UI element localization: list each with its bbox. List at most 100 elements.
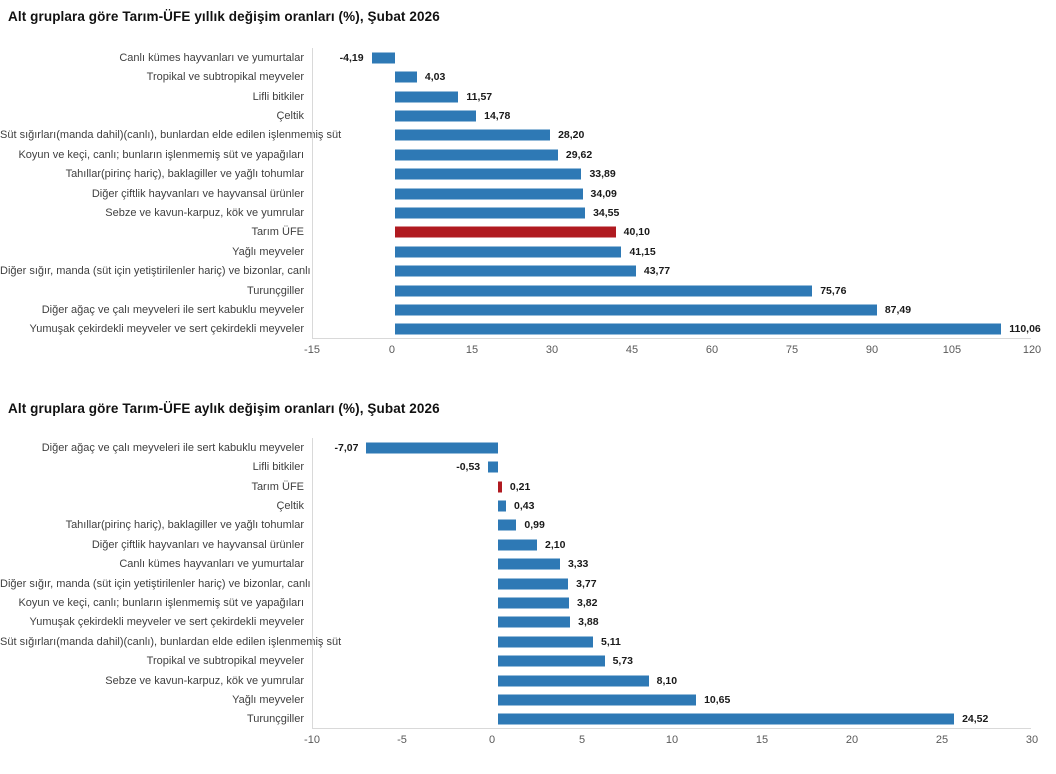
category-label: Lifli bitkiler [252,461,304,474]
axis-tick-label: 0 [388,344,396,356]
bar-row: Süt sığırları(manda dahil)(canlı), bunla… [0,632,1056,651]
bar-row: Süt sığırları(manda dahil)(canlı), bunla… [0,126,1056,145]
category-label: Süt sığırları(manda dahil)(canlı), bunla… [0,129,342,142]
value-label: 10,65 [704,693,731,706]
value-label: 14,78 [484,109,511,122]
bar-track: 34,09 [312,184,1056,203]
bar [371,52,395,64]
bar [498,694,697,706]
category-label: Yağlı meyveler [232,245,304,258]
annual-chart-title: Alt gruplara göre Tarım-ÜFE yıllık değiş… [8,9,440,24]
bar-track: 8,10 [312,671,1056,690]
bar-track: 4,03 [312,67,1056,86]
bar [394,129,551,141]
bar-row: Tarım ÜFE 40,10 [0,223,1056,242]
bar-track: 24,52 [312,710,1056,729]
category-label: Süt sığırları(manda dahil)(canlı), bunla… [0,635,342,648]
axis-tick-label: -5 [397,734,407,746]
value-label: 2,10 [545,538,566,551]
value-label: 28,20 [558,129,585,142]
category-label: Diğer çiftlik hayvanları ve hayvansal ür… [91,538,304,551]
value-label: 5,73 [612,655,633,668]
bar-track: 3,33 [312,554,1056,573]
axis-tick-label: 10 [665,734,679,746]
monthly-chart-plot-area: Diğer ağaç ve çalı meyveleri ile sert ka… [0,438,1056,729]
annual-chart-plot-area: Canlı kümes hayvanları ve yumurtalar -4,1… [0,48,1056,339]
category-label: Sebze ve kavun-karpuz, kök ve yumrular [105,206,304,219]
bar-track: 41,15 [312,242,1056,261]
bar [394,149,558,161]
bar-row: Tahıllar(pirinç hariç), baklagiller ve y… [0,516,1056,535]
bar-row: Koyun ve keçi, canlı; bunların işlenmemi… [0,593,1056,612]
axis-tick-label: 30 [545,344,559,356]
bar-row: Koyun ve keçi, canlı; bunların işlenmemi… [0,145,1056,164]
bar-track: 33,89 [312,164,1056,183]
category-label: Sebze ve kavun-karpuz, kök ve yumrular [105,674,304,687]
bar-row: Canlı kümes hayvanları ve yumurtalar -4,1… [0,48,1056,67]
bar-row: Diğer sığır, manda (süt için yetiştirile… [0,574,1056,593]
axis-tick-label: 15 [755,734,769,746]
bar-track: 10,65 [312,690,1056,709]
bar [498,558,560,570]
value-label: 41,15 [629,245,656,258]
axis-tick-label: -15 [304,344,320,356]
category-label: Turunçgiller [246,284,304,297]
bar-row: Tahıllar(pirinç hariç), baklagiller ve y… [0,164,1056,183]
bar-track: 110,06 [312,320,1056,339]
bar [498,655,605,667]
bar-track: 3,88 [312,613,1056,632]
value-label: -7,07 [334,441,359,454]
axis-tick-label: 75 [785,344,799,356]
value-label: 33,89 [589,168,616,181]
bar-row: Canlı kümes hayvanları ve yumurtalar 3,33 [0,554,1056,573]
bar-track: 40,10 [312,223,1056,242]
bar-track: 28,20 [312,126,1056,145]
bar-row: Lifli bitkiler -0,53 [0,457,1056,476]
bar [366,442,498,454]
value-label: 3,77 [576,577,597,590]
category-label: Tahıllar(pirinç hariç), baklagiller ve y… [65,168,304,181]
category-label: Diğer çiftlik hayvanları ve hayvansal ür… [91,187,304,200]
monthly-chart-rows: Diğer ağaç ve çalı meyveleri ile sert ka… [0,438,1056,729]
bar [394,91,459,103]
bar-row: Tarım ÜFE 0,21 [0,477,1056,496]
axis-tick-label: 90 [865,344,879,356]
value-label: 110,06 [1009,323,1041,336]
value-label: 0,43 [513,499,535,512]
bar-row: Diğer çiftlik hayvanları ve hayvansal ür… [0,184,1056,203]
bar-row: Sebze ve kavun-karpuz, kök ve yumrular 8,… [0,671,1056,690]
axis-tick-label: 25 [935,734,949,746]
bar-row: Diğer ağaç ve çalı meyveleri ile sert ka… [0,300,1056,319]
annual-change-chart: Alt gruplara göre Tarım-ÜFE yıllık değiş… [0,8,1056,358]
value-label: 29,62 [565,148,593,161]
category-label: Yumuşak çekirdekli meyveler ve sert çeki… [29,323,304,336]
bar-row: Turunçgiller 75,76 [0,281,1056,300]
category-label: Koyun ve keçi, canlı; bunların işlenmemi… [18,148,304,161]
category-label: Diğer ağaç ve çalı meyveleri ile sert ka… [41,303,304,316]
category-label: Lifli bitkiler [252,90,304,103]
bar [498,616,571,628]
value-label: 40,10 [623,226,650,239]
highlight-bar [394,226,616,238]
category-label: Tahıllar(pirinç hariç), baklagiller ve y… [65,519,304,532]
category-label: Diğer sığır, manda (süt için yetiştirile… [0,265,311,278]
bar-row: Yumuşak çekirdekli meyveler ve sert çeki… [0,613,1056,632]
bar-track: 87,49 [312,300,1056,319]
monthly-chart-x-axis: -10 -5 0 5 10 15 20 25 30 [304,734,1038,748]
bar-row: Çeltik 0,43 [0,496,1056,515]
axis-tick-label: 0 [488,734,496,746]
category-label: Yumuşak çekirdekli meyveler ve sert çeki… [29,616,304,629]
bar-track: 3,77 [312,574,1056,593]
category-label: Diğer sığır, manda (süt için yetiştirile… [0,577,311,590]
value-label: 34,55 [593,206,620,219]
bar-row: Yağlı meyveler 41,15 [0,242,1056,261]
bar-track: 75,76 [312,281,1056,300]
bar-track: 11,57 [312,87,1056,106]
bar-track: 34,55 [312,203,1056,222]
bar-track: -4,19 [312,48,1056,67]
bar [498,500,506,512]
bar [394,110,477,122]
bar-row: Diğer çiftlik hayvanları ve hayvansal ür… [0,535,1056,554]
bar-row: Lifli bitkiler 11,57 [0,87,1056,106]
axis-tick-label: 15 [465,344,479,356]
